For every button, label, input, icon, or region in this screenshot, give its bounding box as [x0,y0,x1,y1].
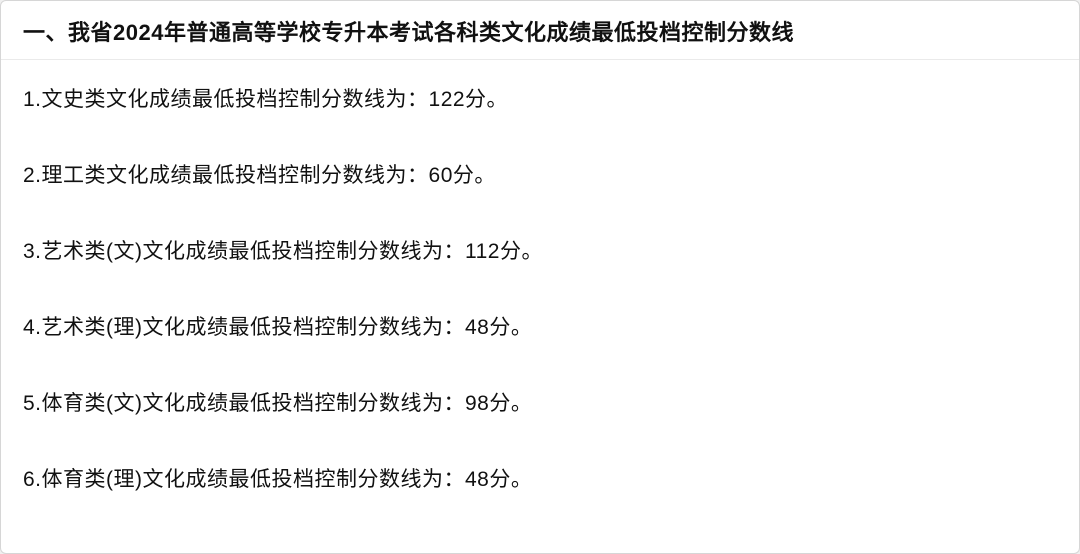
score-line: 5.体育类(文)文化成绩最低投档控制分数线为：98分。 [23,388,1057,420]
score-line: 1.文史类文化成绩最低投档控制分数线为：122分。 [23,84,1057,116]
score-line: 3.艺术类(文)文化成绩最低投档控制分数线为：112分。 [23,236,1057,268]
document-body: 1.文史类文化成绩最低投档控制分数线为：122分。 2.理工类文化成绩最低投档控… [1,60,1079,506]
score-line: 6.体育类(理)文化成绩最低投档控制分数线为：48分。 [23,464,1057,496]
score-line: 4.艺术类(理)文化成绩最低投档控制分数线为：48分。 [23,312,1057,344]
document-page: 一、我省2024年普通高等学校专升本考试各科类文化成绩最低投档控制分数线 1.文… [0,0,1080,554]
score-line: 2.理工类文化成绩最低投档控制分数线为：60分。 [23,160,1057,192]
document-header: 一、我省2024年普通高等学校专升本考试各科类文化成绩最低投档控制分数线 [1,1,1079,60]
page-title: 一、我省2024年普通高等学校专升本考试各科类文化成绩最低投档控制分数线 [23,15,1057,47]
